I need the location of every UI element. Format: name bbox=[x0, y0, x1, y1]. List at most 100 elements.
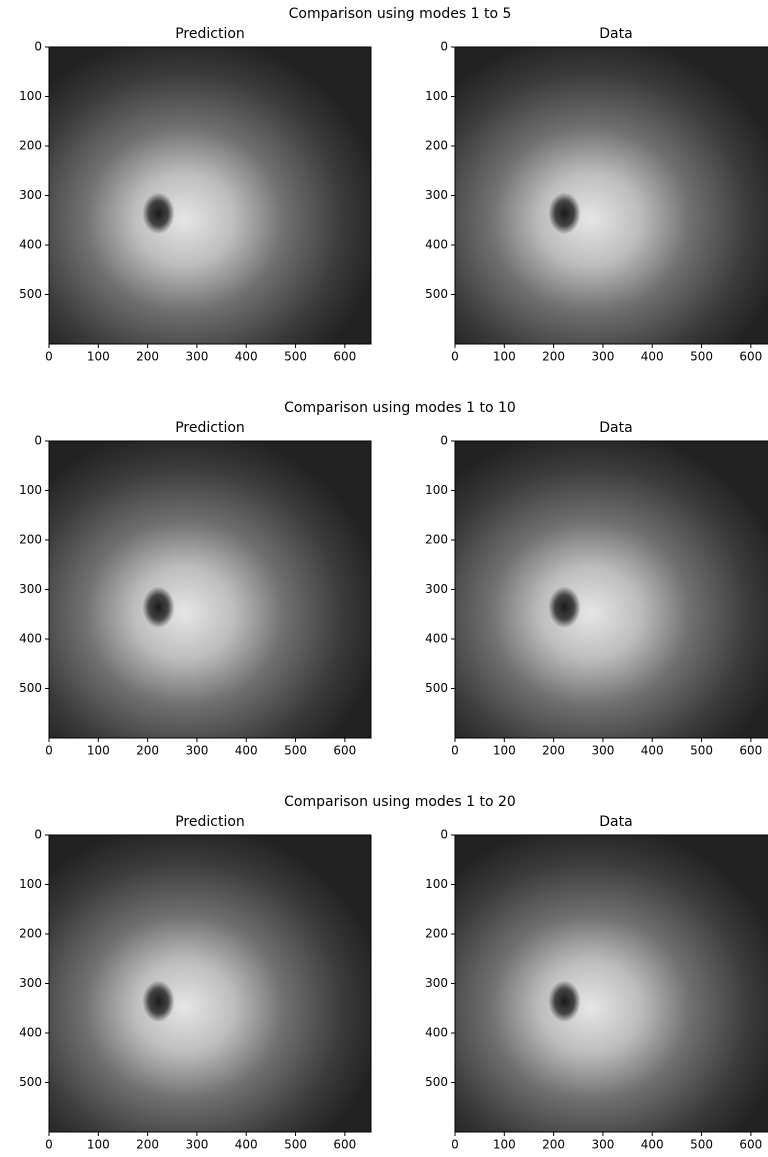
y-tick-label: 200 bbox=[425, 139, 448, 153]
x-tick-label: 200 bbox=[542, 1138, 565, 1152]
y-tick-label: 400 bbox=[425, 238, 448, 252]
x-tick-label: 300 bbox=[185, 350, 208, 364]
x-tick-label: 300 bbox=[185, 1138, 208, 1152]
y-tick-label: 400 bbox=[425, 1026, 448, 1040]
x-tick-label: 100 bbox=[87, 1138, 110, 1152]
y-tick-label: 0 bbox=[34, 828, 42, 842]
image bbox=[49, 835, 371, 1132]
y-tick-label: 300 bbox=[425, 188, 448, 202]
x-tick-label: 200 bbox=[136, 1138, 159, 1152]
y-tick-label: 100 bbox=[19, 877, 42, 891]
x-tick-label: 500 bbox=[284, 1138, 307, 1152]
y-tick-label: 300 bbox=[19, 188, 42, 202]
y-tick-label: 100 bbox=[425, 89, 448, 103]
x-tick-label: 600 bbox=[333, 1138, 356, 1152]
x-tick-label: 400 bbox=[235, 350, 258, 364]
x-tick-label: 500 bbox=[284, 744, 307, 758]
page: Prediction Comparison using modes 1 to 5 0… bbox=[0, 0, 768, 1157]
subplot-title: Prediction bbox=[175, 26, 245, 42]
image-background bbox=[455, 47, 768, 344]
x-tick-label: 100 bbox=[87, 350, 110, 364]
image-background bbox=[455, 835, 768, 1132]
y-tick-label: 500 bbox=[425, 681, 448, 695]
x-tick-label: 500 bbox=[690, 350, 713, 364]
subplot-title: Data bbox=[599, 26, 632, 42]
y-tick-label: 400 bbox=[19, 1026, 42, 1040]
y-tick-label: 100 bbox=[19, 483, 42, 497]
y-tick-label: 200 bbox=[425, 927, 448, 941]
y-tick-label: 100 bbox=[425, 877, 448, 891]
x-tick-label: 100 bbox=[493, 744, 516, 758]
x-tick-label: 300 bbox=[591, 744, 614, 758]
x-tick-label: 600 bbox=[739, 1138, 762, 1152]
subplot-title: Data bbox=[599, 814, 632, 830]
storm-eye bbox=[548, 981, 580, 1023]
subplot-title: Prediction bbox=[175, 420, 245, 436]
y-tick-label: 400 bbox=[425, 632, 448, 646]
image bbox=[49, 441, 371, 738]
x-tick-label: 600 bbox=[739, 744, 762, 758]
y-tick-label: 0 bbox=[440, 828, 448, 842]
y-tick-label: 400 bbox=[19, 238, 42, 252]
y-tick-label: 500 bbox=[19, 1075, 42, 1089]
x-tick-label: 300 bbox=[591, 350, 614, 364]
x-tick-label: 0 bbox=[451, 1138, 459, 1152]
y-tick-label: 200 bbox=[19, 139, 42, 153]
x-tick-label: 500 bbox=[690, 744, 713, 758]
x-tick-label: 100 bbox=[493, 1138, 516, 1152]
y-tick-label: 200 bbox=[19, 927, 42, 941]
y-tick-label: 0 bbox=[440, 434, 448, 448]
x-tick-label: 0 bbox=[45, 1138, 53, 1152]
y-tick-label: 500 bbox=[19, 287, 42, 301]
storm-eye bbox=[548, 587, 580, 629]
image-background bbox=[49, 47, 371, 344]
x-tick-label: 600 bbox=[333, 744, 356, 758]
y-tick-label: 200 bbox=[19, 533, 42, 547]
x-tick-label: 400 bbox=[235, 744, 258, 758]
image bbox=[455, 441, 768, 738]
x-tick-label: 0 bbox=[45, 744, 53, 758]
x-tick-label: 100 bbox=[493, 350, 516, 364]
figure-title: Comparison using modes 1 to 20 bbox=[284, 794, 516, 810]
x-tick-label: 0 bbox=[451, 744, 459, 758]
image-background bbox=[49, 835, 371, 1132]
y-tick-label: 100 bbox=[425, 483, 448, 497]
x-tick-label: 200 bbox=[136, 744, 159, 758]
x-tick-label: 500 bbox=[690, 1138, 713, 1152]
x-tick-label: 0 bbox=[451, 350, 459, 364]
storm-eye bbox=[142, 587, 174, 629]
image-background bbox=[455, 441, 768, 738]
y-tick-label: 300 bbox=[425, 582, 448, 596]
x-tick-label: 200 bbox=[136, 350, 159, 364]
x-tick-label: 600 bbox=[333, 350, 356, 364]
y-tick-label: 500 bbox=[19, 681, 42, 695]
x-tick-label: 400 bbox=[235, 1138, 258, 1152]
y-tick-label: 300 bbox=[19, 582, 42, 596]
y-tick-label: 300 bbox=[425, 976, 448, 990]
x-tick-label: 200 bbox=[542, 744, 565, 758]
x-tick-label: 100 bbox=[87, 744, 110, 758]
figure: Prediction Comparison using modes 1 to 5 0… bbox=[0, 0, 768, 1157]
y-tick-label: 100 bbox=[19, 89, 42, 103]
subplot-title: Prediction bbox=[175, 814, 245, 830]
y-tick-label: 500 bbox=[425, 1075, 448, 1089]
y-tick-label: 400 bbox=[19, 632, 42, 646]
figure-title: Comparison using modes 1 to 5 bbox=[289, 6, 512, 22]
x-tick-label: 400 bbox=[641, 350, 664, 364]
subplot-title: Data bbox=[599, 420, 632, 436]
x-tick-label: 400 bbox=[641, 744, 664, 758]
x-tick-label: 200 bbox=[542, 350, 565, 364]
image-background bbox=[49, 441, 371, 738]
image bbox=[49, 47, 371, 344]
y-tick-label: 200 bbox=[425, 533, 448, 547]
y-tick-label: 500 bbox=[425, 287, 448, 301]
storm-eye bbox=[548, 193, 580, 235]
y-tick-label: 0 bbox=[34, 40, 42, 54]
x-tick-label: 600 bbox=[739, 350, 762, 364]
x-tick-label: 0 bbox=[45, 350, 53, 364]
x-tick-label: 400 bbox=[641, 1138, 664, 1152]
image bbox=[455, 47, 768, 344]
x-tick-label: 300 bbox=[591, 1138, 614, 1152]
image bbox=[455, 835, 768, 1132]
y-tick-label: 0 bbox=[440, 40, 448, 54]
